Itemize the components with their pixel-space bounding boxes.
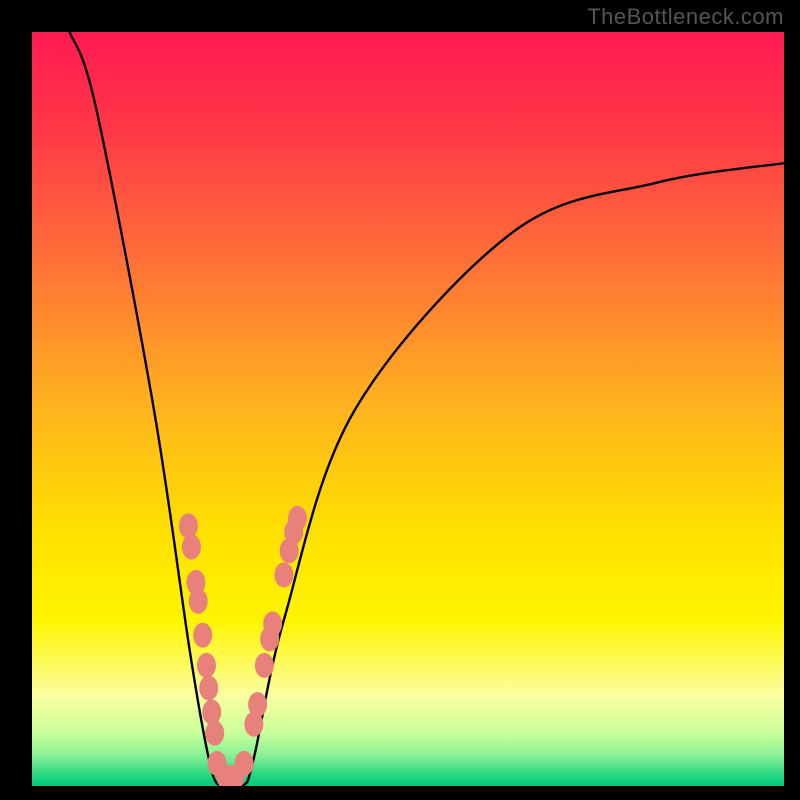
data-marker <box>274 562 293 587</box>
stage: TheBottleneck.com <box>0 0 800 800</box>
plot-area <box>32 32 784 786</box>
chart-background <box>32 32 784 786</box>
data-marker <box>189 589 208 614</box>
chart-svg <box>32 32 784 786</box>
watermark-text: TheBottleneck.com <box>587 4 784 30</box>
data-marker <box>235 751 254 776</box>
data-marker <box>202 700 221 725</box>
data-marker <box>193 623 212 648</box>
data-marker <box>248 692 267 717</box>
data-marker <box>263 611 282 636</box>
data-marker <box>179 513 198 538</box>
data-marker <box>205 721 224 746</box>
data-marker <box>199 675 218 700</box>
data-marker <box>255 653 274 678</box>
data-marker <box>288 506 307 531</box>
data-marker <box>197 653 216 678</box>
data-marker <box>182 534 201 559</box>
